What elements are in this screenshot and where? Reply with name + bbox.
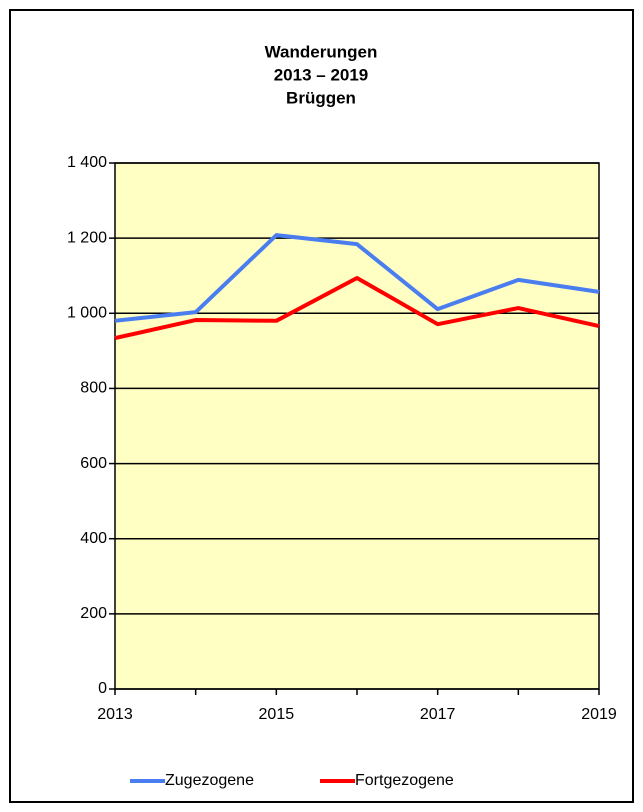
chart-title: Wanderungen xyxy=(265,42,378,61)
series-line xyxy=(114,233,600,323)
y-tick-label: 200 xyxy=(80,605,107,622)
x-tick-label: 2019 xyxy=(581,706,617,723)
series-line xyxy=(114,275,600,341)
y-tick-label: 1 200 xyxy=(67,229,107,246)
y-tick-label: 0 xyxy=(98,680,107,697)
y-tick-label: 400 xyxy=(80,530,107,547)
plot-area xyxy=(114,162,600,690)
x-tick-label: 2013 xyxy=(97,706,133,723)
legend-label: Zugezogene xyxy=(165,772,254,789)
y-tick-label: 800 xyxy=(80,380,107,397)
x-tick-label: 2015 xyxy=(259,706,295,723)
legend-label: Fortgezogene xyxy=(355,772,454,789)
y-tick-label: 1 400 xyxy=(67,154,107,171)
y-tick-label: 600 xyxy=(80,455,107,472)
chart-title: Brüggen xyxy=(286,88,356,107)
y-tick-label: 1 000 xyxy=(67,305,107,322)
x-tick-label: 2017 xyxy=(420,706,456,723)
chart-title: 2013 – 2019 xyxy=(274,65,369,84)
